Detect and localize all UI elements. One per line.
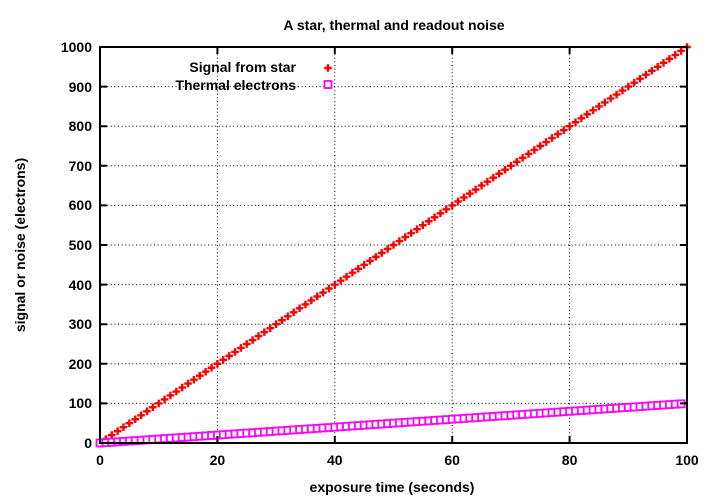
y-tick-label: 100 <box>68 395 92 412</box>
y-tick-label: 600 <box>68 197 92 214</box>
chart-title: A star, thermal and readout noise <box>283 17 505 33</box>
y-tick-label: 500 <box>68 237 92 253</box>
x-tick-label: 20 <box>209 452 226 468</box>
x-axis-label: exposure time (seconds) <box>309 479 475 495</box>
x-tick-label: 60 <box>444 452 460 468</box>
y-tick-label: 700 <box>68 157 92 174</box>
axis-tick-marks <box>99 46 688 444</box>
legend-label-signal-from-star: Signal from star <box>189 59 296 75</box>
x-tick-label: 40 <box>327 452 343 468</box>
y-tick-label: 1000 <box>60 39 92 55</box>
x-tick-label: 80 <box>561 452 578 468</box>
y-tick-label: 800 <box>68 118 92 135</box>
legend-marker-plus-icon <box>324 64 332 72</box>
y-tick-label: 400 <box>68 276 92 293</box>
series-signal-from-star-points <box>102 43 691 443</box>
legend-marker-square-icon <box>323 80 333 89</box>
y-tick-label: 0 <box>84 435 92 451</box>
y-tick-label: 200 <box>68 355 92 372</box>
y-tick-label: 300 <box>68 316 92 333</box>
legend-label-thermal-electrons: Thermal electrons <box>175 77 296 93</box>
x-tick-label: 0 <box>96 452 104 468</box>
y-tick-label: 900 <box>68 78 92 95</box>
x-tick-label: 100 <box>675 452 699 468</box>
